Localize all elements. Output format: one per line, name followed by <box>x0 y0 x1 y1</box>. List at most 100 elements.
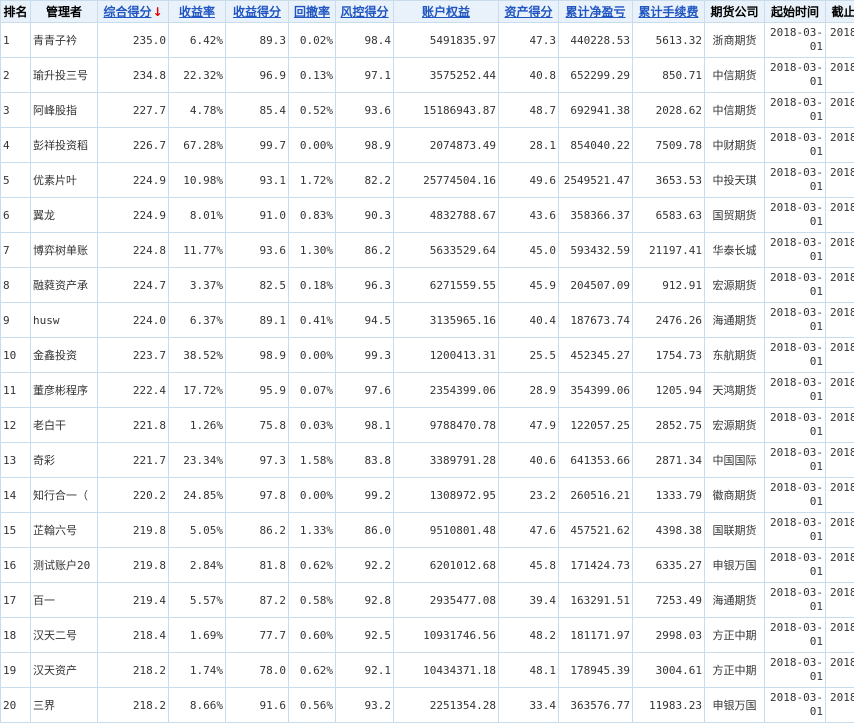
start-date-line2: 01 <box>767 40 823 54</box>
return-rate: 1.69% <box>169 618 226 653</box>
return-rate: 11.77% <box>169 233 226 268</box>
asset-score: 47.6 <box>499 513 559 548</box>
manager-name: 芷翰六号 <box>31 513 98 548</box>
start-date-line2: 01 <box>767 320 823 334</box>
start-date-line1: 2018-03- <box>767 61 823 75</box>
risk-score: 92.5 <box>336 618 394 653</box>
end-date-line1: 2018-03- <box>828 551 854 565</box>
return-score: 89.1 <box>226 303 289 338</box>
sort-return-score[interactable]: 收益得分 <box>226 1 289 23</box>
start-date-line1: 2018-03- <box>767 131 823 145</box>
end-date-line2: 12 <box>828 250 854 264</box>
start-date: 2018-03-01 <box>765 478 826 513</box>
start-date-line2: 01 <box>767 180 823 194</box>
futures-company: 申银万国 <box>705 548 765 583</box>
sort-down-arrow-icon: ↓ <box>152 5 162 19</box>
sort-risk-score[interactable]: 风控得分 <box>336 1 394 23</box>
start-date-line2: 01 <box>767 355 823 369</box>
return-score: 78.0 <box>226 653 289 688</box>
cum-fee: 2476.26 <box>633 303 705 338</box>
cum-net-pnl: 652299.29 <box>559 58 633 93</box>
drawdown-rate: 0.00% <box>289 128 336 163</box>
drawdown-rate: 0.18% <box>289 268 336 303</box>
start-date-line1: 2018-03- <box>767 96 823 110</box>
total-score: 224.9 <box>98 198 169 233</box>
end-date: 2018-03-12 <box>826 163 854 198</box>
end-date: 2018-03-12 <box>826 338 854 373</box>
futures-company: 中信期货 <box>705 58 765 93</box>
futures-company: 国联期货 <box>705 513 765 548</box>
drawdown-rate: 0.62% <box>289 548 336 583</box>
total-score: 234.8 <box>98 58 169 93</box>
total-score: 218.2 <box>98 688 169 723</box>
manager-name: 彭祥投资稻 <box>31 128 98 163</box>
asset-score: 40.8 <box>499 58 559 93</box>
sort-return-rate[interactable]: 收益率 <box>169 1 226 23</box>
asset-score: 48.1 <box>499 653 559 688</box>
start-date-line2: 01 <box>767 285 823 299</box>
end-date: 2018-03-12 <box>826 373 854 408</box>
start-date-line2: 01 <box>767 635 823 649</box>
risk-score: 83.8 <box>336 443 394 478</box>
sort-asset-score[interactable]: 资产得分 <box>499 1 559 23</box>
sort-cum-pnl[interactable]: 累计净盈亏 <box>559 1 633 23</box>
risk-score: 98.1 <box>336 408 394 443</box>
end-date-line2: 12 <box>828 635 854 649</box>
start-date: 2018-03-01 <box>765 443 826 478</box>
rank-cell: 7 <box>1 233 31 268</box>
return-rate: 38.52% <box>169 338 226 373</box>
start-date: 2018-03-01 <box>765 93 826 128</box>
sort-drawdown[interactable]: 回撤率 <box>289 1 336 23</box>
cum-net-pnl: 204507.09 <box>559 268 633 303</box>
manager-name: 董彦彬程序 <box>31 373 98 408</box>
return-rate: 67.28% <box>169 128 226 163</box>
risk-score: 97.1 <box>336 58 394 93</box>
futures-company: 天鸿期货 <box>705 373 765 408</box>
return-score: 86.2 <box>226 513 289 548</box>
return-rate: 23.34% <box>169 443 226 478</box>
risk-score: 96.3 <box>336 268 394 303</box>
end-date: 2018-03-12 <box>826 268 854 303</box>
end-date-line1: 2018-03- <box>828 481 854 495</box>
futures-company: 徽商期货 <box>705 478 765 513</box>
asset-score: 25.5 <box>499 338 559 373</box>
futures-company: 浙商期货 <box>705 23 765 58</box>
risk-score: 92.1 <box>336 653 394 688</box>
manager-name: 博弈树单账 <box>31 233 98 268</box>
risk-score: 92.8 <box>336 583 394 618</box>
start-date-line1: 2018-03- <box>767 621 823 635</box>
drawdown-rate: 0.52% <box>289 93 336 128</box>
start-date-line1: 2018-03- <box>767 656 823 670</box>
rank-cell: 15 <box>1 513 31 548</box>
end-date-line1: 2018-03- <box>828 96 854 110</box>
rank-cell: 10 <box>1 338 31 373</box>
cum-net-pnl: 692941.38 <box>559 93 633 128</box>
manager-name: 汉天二号 <box>31 618 98 653</box>
end-date-line2: 12 <box>828 705 854 719</box>
account-equity: 10931746.56 <box>394 618 499 653</box>
start-date: 2018-03-01 <box>765 303 826 338</box>
return-rate: 24.85% <box>169 478 226 513</box>
sort-cum-fee[interactable]: 累计手续费 <box>633 1 705 23</box>
risk-score: 93.2 <box>336 688 394 723</box>
manager-name: 测试账户20 <box>31 548 98 583</box>
cum-fee: 2028.62 <box>633 93 705 128</box>
header-rank: 排名 <box>1 1 31 23</box>
end-date-line1: 2018-03- <box>828 376 854 390</box>
end-date-line2: 12 <box>828 285 854 299</box>
cum-net-pnl: 363576.77 <box>559 688 633 723</box>
risk-score: 97.6 <box>336 373 394 408</box>
sort-total-score[interactable]: 综合得分↓ <box>98 1 169 23</box>
end-date-line2: 12 <box>828 530 854 544</box>
manager-name: 汉天资产 <box>31 653 98 688</box>
drawdown-rate: 1.72% <box>289 163 336 198</box>
asset-score: 49.6 <box>499 163 559 198</box>
sort-equity[interactable]: 账户权益 <box>394 1 499 23</box>
